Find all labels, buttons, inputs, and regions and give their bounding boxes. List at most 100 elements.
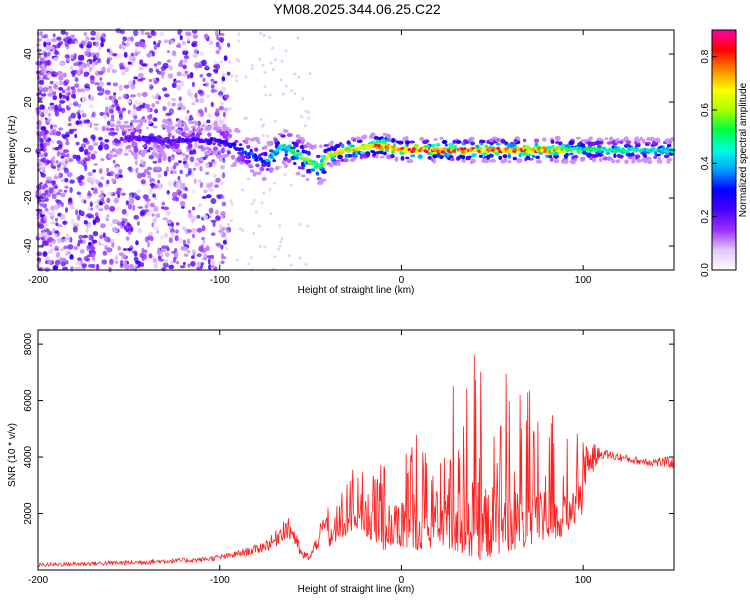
spectrogram-cell xyxy=(174,235,179,242)
spectrogram-cell xyxy=(221,195,225,199)
spectrogram-cell xyxy=(119,65,126,70)
spectrogram-cell xyxy=(477,149,482,153)
spectrogram-cell xyxy=(64,86,68,93)
spectrogram-cell xyxy=(307,116,311,120)
spectrogram-cell xyxy=(630,152,635,157)
spectrogram-cell xyxy=(456,155,461,160)
spectrogram-cell xyxy=(149,183,156,187)
spectrogram-cell xyxy=(73,54,77,60)
spectrogram-cell xyxy=(77,160,82,164)
spectrogram-cell xyxy=(455,140,462,144)
spectrogram-cell xyxy=(151,51,155,57)
spectrogram-cell xyxy=(90,30,96,36)
spectrogram-cell xyxy=(51,157,56,164)
spectrogram-cell xyxy=(191,81,195,88)
spectrogram-cell xyxy=(218,90,224,97)
spectrogram-cell xyxy=(196,253,202,258)
spectrogram-cell xyxy=(187,88,192,93)
spectrogram-cell xyxy=(65,140,70,146)
spectrogram-cell xyxy=(151,222,155,228)
spectrogram-cell xyxy=(62,72,67,78)
spectrogram-cell xyxy=(179,200,186,207)
spectrogram-cell xyxy=(295,139,302,144)
spectrogram-cell xyxy=(107,191,113,195)
snr-x-tick-label: -200 xyxy=(28,575,48,586)
spectrogram-cell xyxy=(76,70,82,76)
spectrogram-cell xyxy=(52,227,56,232)
spectrogram-cell xyxy=(634,136,640,142)
spectrogram-cell xyxy=(230,74,234,78)
spectrogram-cell xyxy=(300,174,306,178)
spectrogram-cell xyxy=(60,29,66,35)
spectrogram-cell xyxy=(91,263,96,269)
spectrogram-cell xyxy=(157,157,162,164)
spectrogram-cell xyxy=(81,263,87,268)
spectrogram-cell xyxy=(117,148,123,153)
spectrogram-cell xyxy=(77,257,82,261)
spectrogram-cell xyxy=(340,158,345,162)
spectrogram-cell xyxy=(189,114,193,118)
spectrogram-cell xyxy=(147,34,152,39)
spectrogram-cell xyxy=(148,147,153,151)
colorbar-tick-label: 0.0 xyxy=(700,263,711,277)
spectrogram-cell xyxy=(202,239,206,244)
spectrogram-cell xyxy=(301,149,306,154)
spectrogram-cell xyxy=(92,58,96,62)
spectrogram-cell xyxy=(116,54,122,60)
spectrogram-cell xyxy=(201,225,206,232)
spectrogram-cell xyxy=(266,158,271,163)
spectrogram-cell xyxy=(670,136,674,142)
spectrogram-cell xyxy=(584,139,589,143)
spectrogram-cell xyxy=(50,211,55,217)
spectrogram-cell xyxy=(139,211,145,217)
spectrogram-cell xyxy=(63,167,68,171)
spectrogram-cell xyxy=(111,114,115,121)
spectrogram-cell xyxy=(210,254,214,260)
spectrogram-cell xyxy=(100,223,106,229)
spectrogram-cell xyxy=(51,74,56,77)
spectrogram-cell xyxy=(156,230,160,234)
spectrogram-cell xyxy=(379,150,384,155)
spectrogram-cell xyxy=(208,187,215,193)
spectrogram-cell xyxy=(168,264,175,270)
spectrogram-cell xyxy=(195,98,199,103)
spectrogram-cell xyxy=(124,153,129,156)
spectrogram-cell xyxy=(209,40,214,46)
spectrogram-cell xyxy=(134,160,138,166)
spectrogram-cell xyxy=(470,141,475,146)
spectrogram-cell xyxy=(128,203,132,210)
spectrogram-cell xyxy=(224,94,230,99)
spectrogram-cell xyxy=(58,86,63,91)
spectrogram-cell xyxy=(272,159,277,163)
spectrogram-cell xyxy=(115,166,120,171)
spectrogram-cell xyxy=(169,260,175,265)
spectrogram-cell xyxy=(219,38,224,43)
spectrogram-cell xyxy=(166,136,170,140)
spectrogram-cell xyxy=(106,237,111,243)
spectrogram-cell xyxy=(58,144,63,149)
spectrogram-cell xyxy=(190,261,196,267)
spectrogram-cell xyxy=(148,154,154,160)
spectrogram-cell xyxy=(134,172,138,176)
spectrogram-cell xyxy=(199,97,205,104)
spectrogram-cell xyxy=(206,150,212,155)
spectrogram-cell xyxy=(78,123,84,127)
spectrogram-cell xyxy=(57,42,61,48)
spectrogram-cell xyxy=(48,105,52,110)
spectrogram-cell xyxy=(201,196,207,199)
spectrogram-cell xyxy=(441,139,448,145)
spectrogram-cell xyxy=(413,143,419,148)
spectrogram-cell xyxy=(340,143,345,149)
spectrogram-cell xyxy=(169,125,176,130)
spectrogram-cell xyxy=(181,41,186,46)
spectrogram-cell xyxy=(111,132,118,135)
spectrogram-cell xyxy=(154,79,158,85)
spectrogram-cell xyxy=(49,80,54,85)
spectrogram-cell xyxy=(303,124,307,128)
spectrogram-cell xyxy=(495,151,500,156)
spectrogram-cell xyxy=(646,137,651,141)
spectrogram-cell xyxy=(57,166,61,172)
spectrogram-cell xyxy=(96,33,102,37)
spectrogram-cell xyxy=(269,61,273,65)
spectrogram-cell xyxy=(279,78,283,82)
